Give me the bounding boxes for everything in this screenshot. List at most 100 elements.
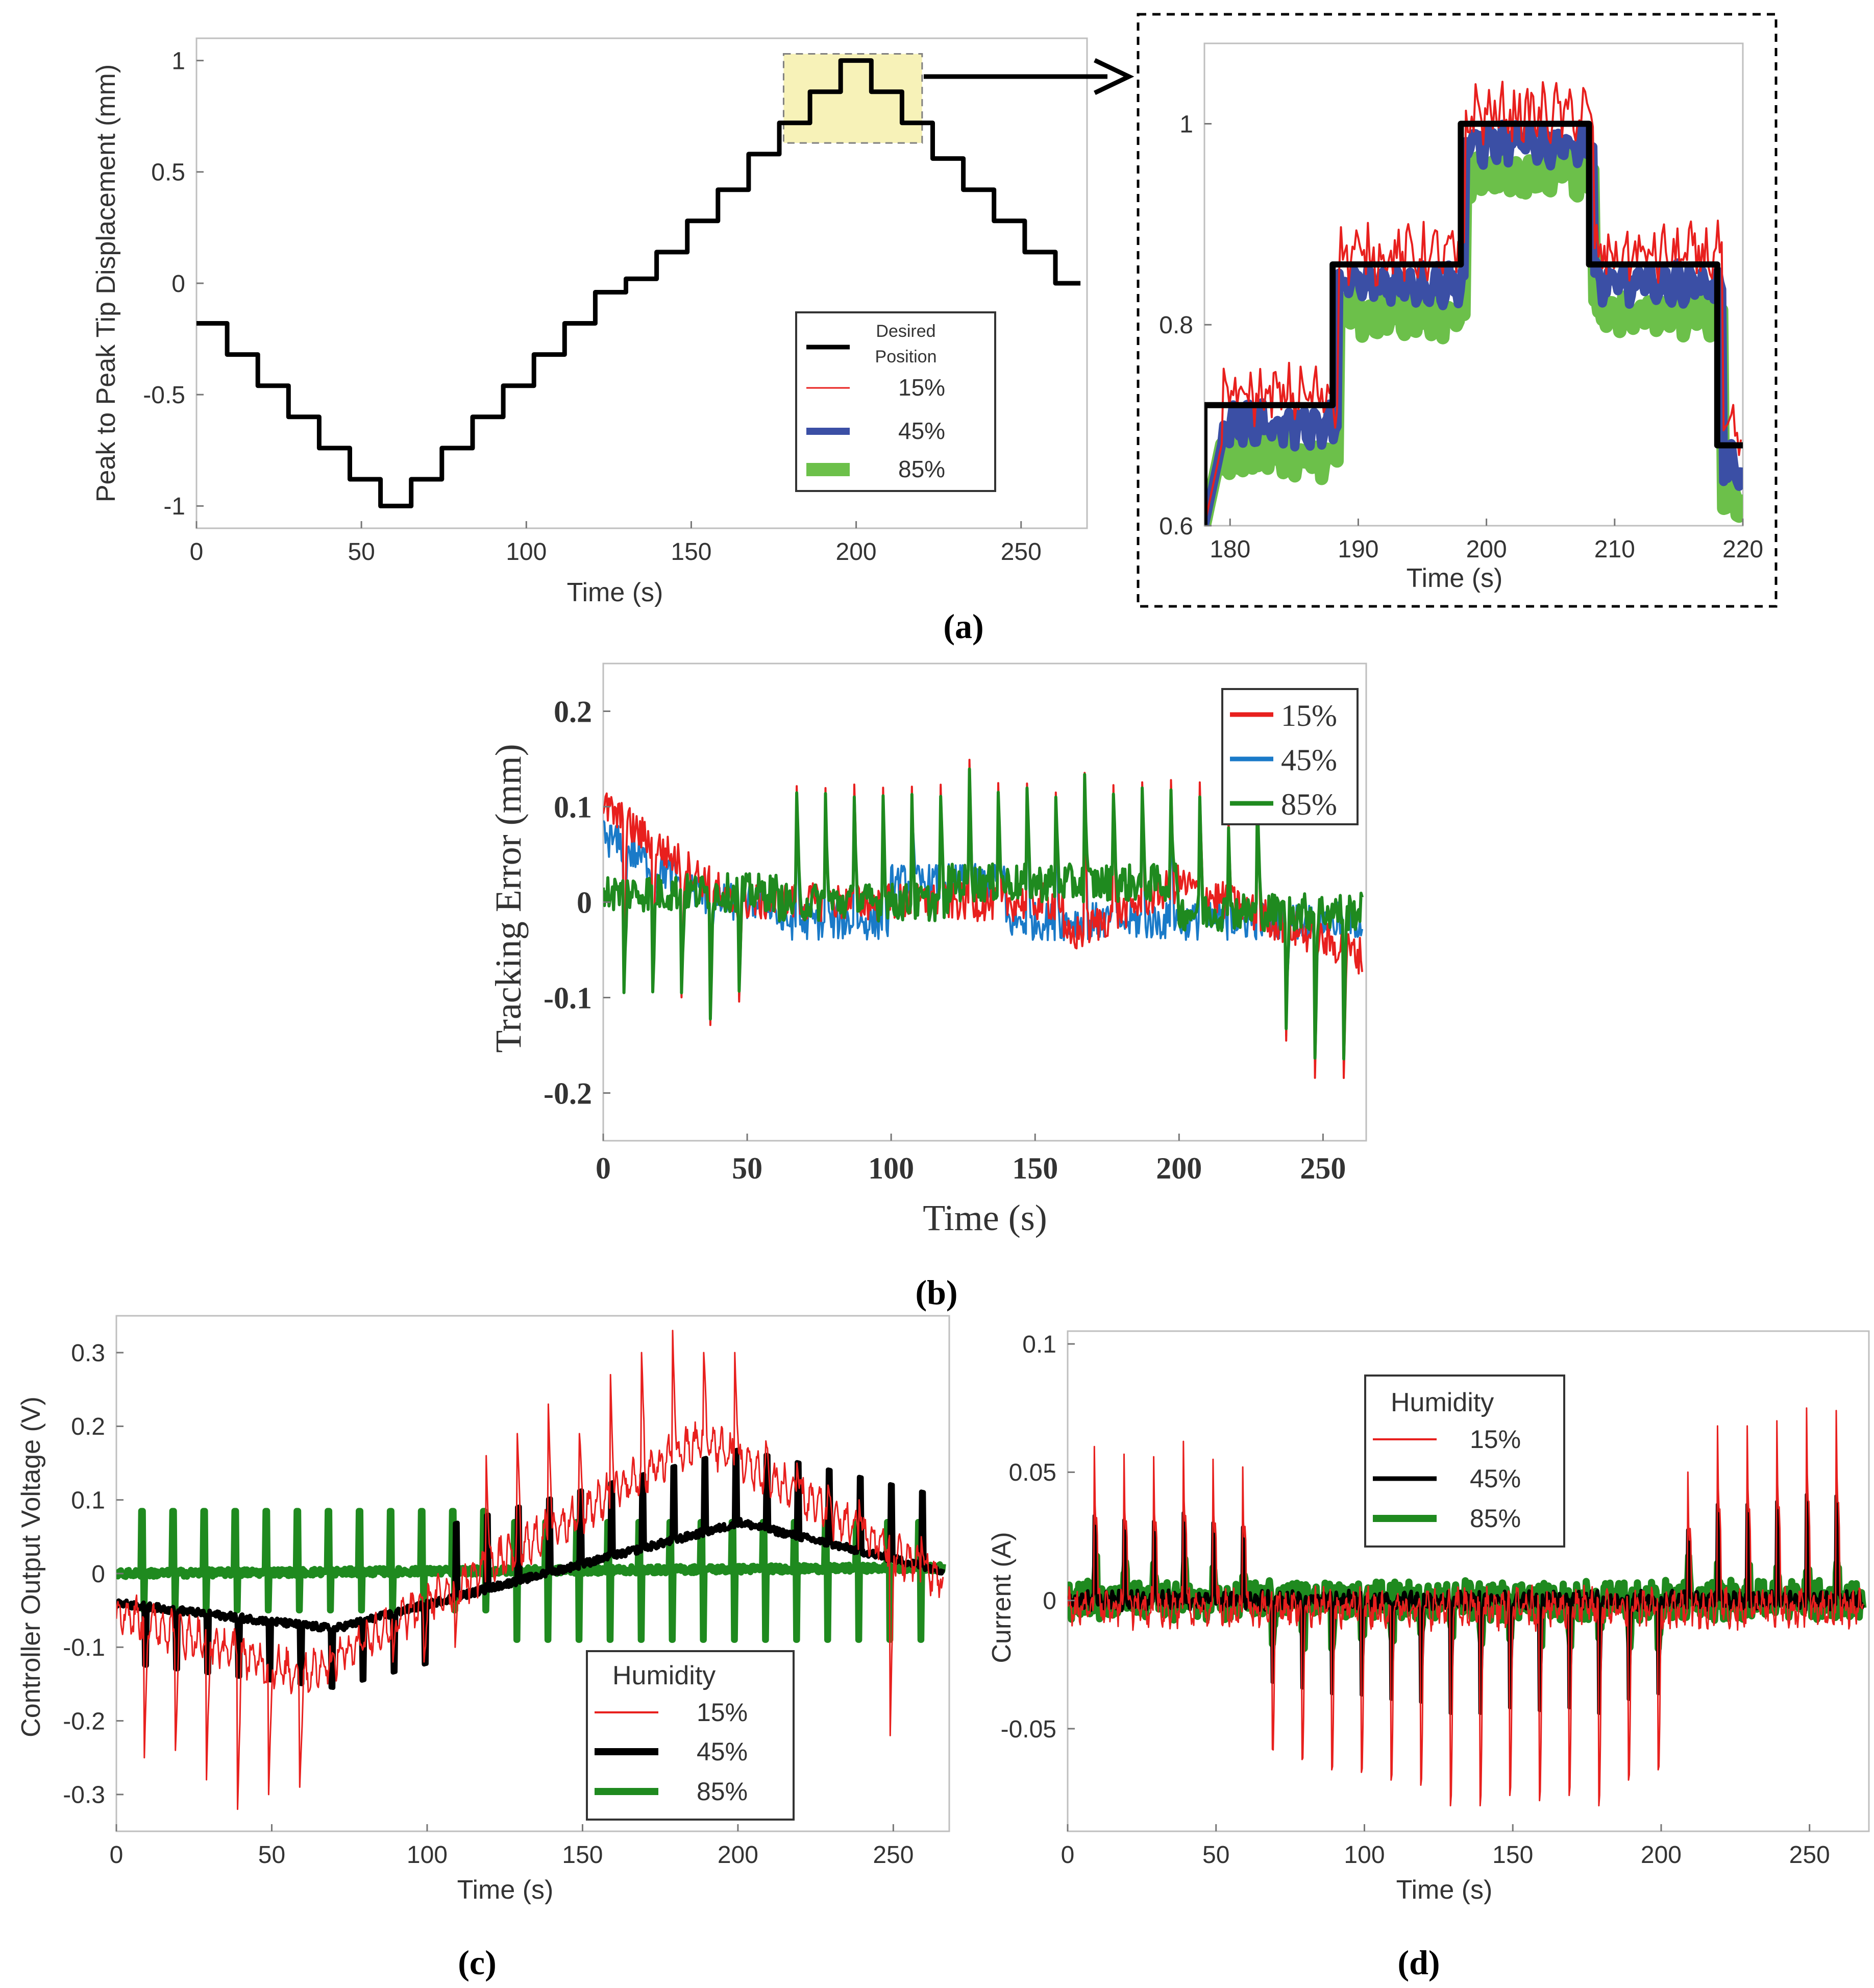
- x-tick-label: 0: [190, 538, 204, 566]
- y-tick-label: 0: [171, 271, 185, 298]
- x-tick-label: 250: [1300, 1151, 1346, 1185]
- series-d-15pct: [1068, 1407, 1864, 1807]
- legend-label-desired-line1: Desired: [876, 322, 935, 341]
- legend-b-label-45: 45%: [1281, 743, 1337, 777]
- x-tick-label: 200: [1156, 1151, 1202, 1185]
- zoom-series-85: [1204, 146, 1743, 526]
- x-tick-label: 210: [1594, 536, 1635, 563]
- y-tick-label: -0.05: [1001, 1716, 1056, 1743]
- panel-b-ylabel: Tracking Error (mm): [488, 744, 529, 1052]
- zoom-series: [1204, 81, 1743, 526]
- zoom-series-45: [1204, 119, 1743, 526]
- legend-d-label-45: 45%: [1470, 1464, 1521, 1493]
- y-tick-label: -0.2: [544, 1077, 592, 1111]
- x-tick-label: 50: [258, 1842, 285, 1869]
- zoom-dashed-border: [1137, 13, 1778, 608]
- panel-a-legend-box: [795, 311, 996, 492]
- y-tick-label: -0.5: [143, 382, 185, 409]
- legend-label-desired-line2: Position: [875, 347, 937, 366]
- legend-b-label-85: 85%: [1281, 788, 1337, 821]
- legend-b-label-15: 15%: [1281, 699, 1337, 732]
- panel-b-chart: 0 50 100 150 200 250-0.2-0.100.10.2 Time (s) …: [488, 662, 1367, 1238]
- panel-d-ylabel: Current (A): [987, 1532, 1017, 1663]
- x-tick-label: 250: [1001, 538, 1042, 566]
- panel-c-axes: 0 50 100 150 200 250 -0.3 -0.2 -0.1 0 0.1 0.2 0.3: [63, 1340, 914, 1869]
- panel-a-series: [196, 58, 1081, 508]
- y-tick-label: 1: [1179, 111, 1193, 138]
- panel-d-legend-title: Humidity: [1391, 1388, 1494, 1417]
- y-tick-label: 0.5: [151, 159, 185, 186]
- panel-c-chart: 0 50 100 150 200 250 -0.3 -0.2 -0.1 0 0.1 0.2 0.3 Ti…: [16, 1315, 950, 1905]
- x-tick-label: 100: [868, 1151, 914, 1185]
- series-b-85pct: [603, 767, 1364, 1061]
- y-tick-label: -0.1: [544, 981, 592, 1015]
- series-desired-position: [196, 58, 1081, 508]
- x-tick-label: 200: [836, 538, 877, 566]
- legend-d-label-15: 15%: [1470, 1425, 1521, 1454]
- panel-a-legend: Desired Position 15% 45% 85%: [795, 311, 996, 492]
- panel-b-series: [603, 758, 1364, 1079]
- panel-c-ylabel: Controller Output Voltage (V): [16, 1396, 46, 1737]
- x-tick-label: 180: [1210, 536, 1250, 563]
- legend-label-15: 15%: [898, 374, 945, 401]
- panel-label-a: (a): [943, 607, 983, 646]
- y-tick-label: 0.2: [71, 1413, 105, 1440]
- x-tick-label: 200: [718, 1842, 758, 1869]
- panel-a-zoom-chart: 180 190 200 210 220 0.6 0.8 1 Time (s): [1137, 13, 1778, 608]
- panel-a-xlabel: Time (s): [567, 578, 663, 607]
- legend-c-label-85: 85%: [697, 1777, 748, 1806]
- x-tick-label: 0: [110, 1842, 124, 1869]
- panel-label-c: (c): [458, 1943, 496, 1982]
- x-tick-label: 50: [1202, 1842, 1229, 1869]
- y-tick-label: 0.1: [71, 1487, 105, 1514]
- x-tick-label: 150: [562, 1842, 603, 1869]
- y-tick-label: 0: [91, 1561, 105, 1588]
- legend-label-85: 85%: [898, 456, 945, 482]
- y-tick-label: 0.3: [71, 1340, 105, 1367]
- x-tick-label: 100: [506, 538, 547, 566]
- y-tick-label: -0.2: [63, 1708, 105, 1735]
- panel-d-legend: Humidity 15% 45% 85%: [1364, 1375, 1565, 1548]
- legend-c-label-45: 45%: [697, 1737, 748, 1766]
- x-tick-label: 200: [1641, 1842, 1682, 1869]
- panel-d-xlabel: Time (s): [1396, 1875, 1493, 1905]
- series-c-15pct: [116, 1330, 944, 1810]
- x-tick-label: 150: [1492, 1842, 1533, 1869]
- x-tick-label: 250: [1789, 1842, 1830, 1869]
- y-tick-label: 1: [171, 47, 185, 75]
- y-tick-label: -1: [163, 493, 185, 520]
- y-tick-label: -0.3: [63, 1782, 105, 1809]
- y-tick-label: 0.1: [1022, 1331, 1056, 1358]
- x-tick-label: 100: [407, 1842, 448, 1869]
- panel-c-series: [116, 1330, 946, 1810]
- zoom-axes: 180 190 200 210 220 0.6 0.8 1: [1159, 111, 1763, 563]
- y-tick-label: -0.1: [63, 1634, 105, 1661]
- zoom-series-desired: [1204, 120, 1743, 526]
- panel-c-xlabel: Time (s): [457, 1875, 554, 1905]
- x-tick-label: 250: [873, 1842, 914, 1869]
- y-tick-label: 0: [577, 886, 592, 920]
- panel-c-legend: Humidity 15% 45% 85%: [586, 1650, 795, 1821]
- x-tick-label: 50: [732, 1151, 762, 1185]
- y-tick-label: 0.2: [554, 695, 592, 729]
- panel-b-xlabel: Time (s): [923, 1197, 1047, 1238]
- series-c-45pct: [116, 1447, 946, 1690]
- x-tick-label: 190: [1338, 536, 1378, 563]
- y-tick-label: 0: [1043, 1587, 1056, 1614]
- panel-a-ylabel: Peak to Peak Tip Displacement (mm): [91, 64, 121, 502]
- y-tick-label: 0.6: [1159, 513, 1193, 540]
- x-tick-label: 0: [1061, 1842, 1075, 1869]
- panel-a-axes: 0 50 100 150 200 250 -1 -0.5 0 0.5 1: [143, 47, 1042, 566]
- y-tick-label: 0.1: [554, 791, 592, 824]
- panel-a-main-chart: 0 50 100 150 200 250 -1 -0.5 0 0.5 1 Time (s) Peak…: [91, 37, 1135, 607]
- legend-label-45: 45%: [898, 418, 945, 444]
- panel-c-legend-title: Humidity: [612, 1661, 716, 1690]
- zoom-xlabel: Time (s): [1407, 563, 1503, 593]
- x-tick-label: 0: [596, 1151, 611, 1185]
- x-tick-label: 200: [1466, 536, 1507, 563]
- panel-a-highlight-window: [782, 53, 923, 144]
- x-tick-label: 220: [1722, 536, 1763, 563]
- x-tick-label: 150: [1012, 1151, 1058, 1185]
- legend-c-label-15: 15%: [697, 1698, 748, 1727]
